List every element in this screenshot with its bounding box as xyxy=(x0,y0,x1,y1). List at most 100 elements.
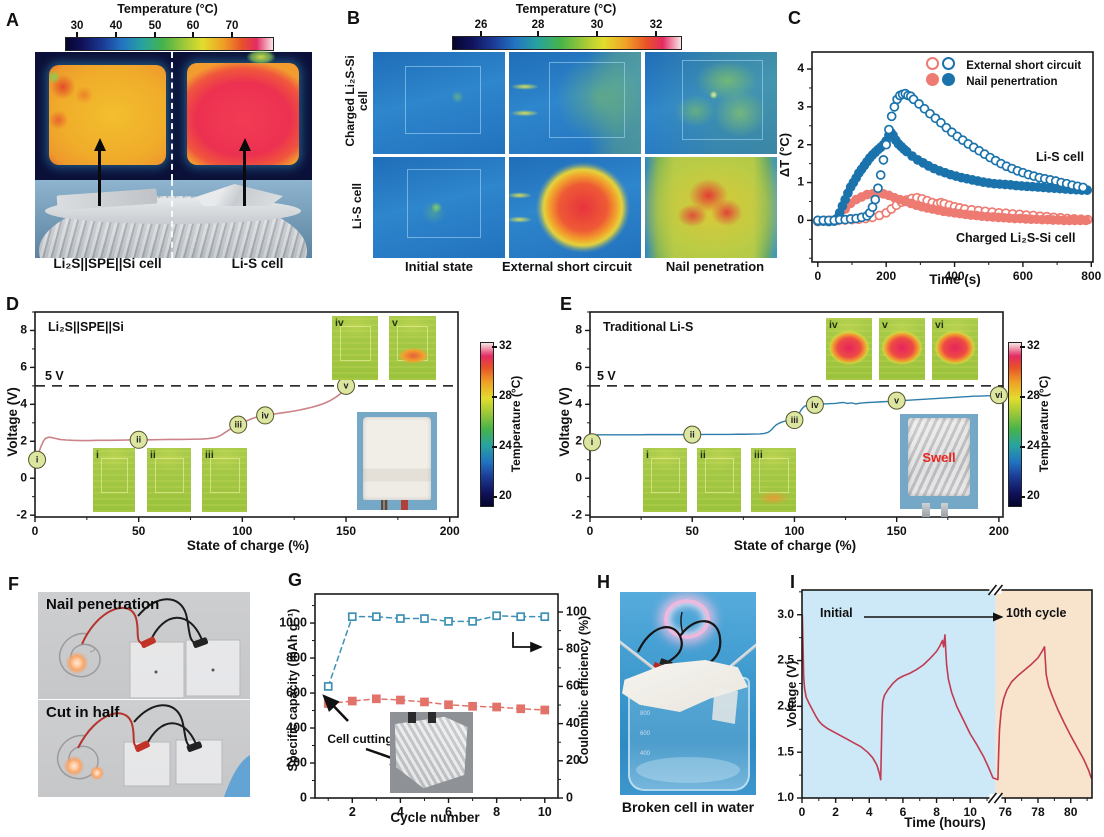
colorbar-a-title: Temperature (°C) xyxy=(117,2,218,16)
thermal-b-lis-nail xyxy=(645,157,777,258)
thermal-b-lis-initial xyxy=(373,157,505,258)
colorbar-b-tickmark xyxy=(537,31,539,36)
svg-text:4: 4 xyxy=(866,805,873,819)
d-xlabel: State of charge (%) xyxy=(186,538,310,553)
c-legend-row-2: Nail penertration xyxy=(926,73,1058,88)
panel-c-label: C xyxy=(788,8,801,28)
colorbar-b-tickmark xyxy=(655,31,657,36)
svg-text:2: 2 xyxy=(20,433,27,447)
svg-text:2.0: 2.0 xyxy=(777,699,794,713)
svg-text:3.0: 3.0 xyxy=(777,607,794,621)
svg-text:400: 400 xyxy=(286,720,307,734)
svg-text:0: 0 xyxy=(32,524,39,538)
caption-lis-cell: Li-S cell xyxy=(231,256,284,271)
thermal-cell-li2s xyxy=(49,65,166,165)
d-pouch-photo xyxy=(357,412,437,510)
c-xlabel: Time (s) xyxy=(929,272,981,287)
e-inset-thermal-iii: iii xyxy=(751,448,796,512)
svg-text:0: 0 xyxy=(799,805,806,819)
svg-text:vi: vi xyxy=(995,390,1003,400)
colorbar-e-gradient xyxy=(1008,342,1022,507)
panel-a-label: A xyxy=(6,10,19,30)
thermal-b-charged-shortcircuit xyxy=(509,52,641,154)
colorbar-a-tick: 30 xyxy=(70,20,84,32)
svg-text:0: 0 xyxy=(814,269,821,283)
h-caption: Broken cell in water xyxy=(621,799,755,815)
pouch-cell-right xyxy=(195,184,283,206)
g-annotation-cell-cutting: Cell cutting xyxy=(327,732,393,746)
legend-open-circle-red-icon xyxy=(926,57,939,70)
d-inset-thermal-v: v xyxy=(389,316,436,380)
f-caption-bottom: Cut in half xyxy=(46,704,120,721)
svg-text:50: 50 xyxy=(686,524,700,538)
colorbar-d-gradient xyxy=(480,342,494,507)
colorbar-b-gradient xyxy=(452,36,682,50)
i-ylabel: Voltage (V) xyxy=(783,660,799,728)
row-label-lis: Li-S cell xyxy=(350,183,364,230)
colorbar-e-tick: 28 xyxy=(1027,390,1040,402)
c-ylabel: ΔT (°C) xyxy=(776,132,792,178)
glowing-led-icon xyxy=(64,756,84,776)
svg-text:150: 150 xyxy=(887,524,907,538)
wires-and-cells-icon xyxy=(58,598,241,699)
panel-i-chart: 0 2 4 6 8 10 76 78 80 1.0 1.5 2.0 2.5 3.0 xyxy=(777,584,1093,819)
d-inset-thermal-i: i xyxy=(93,448,135,512)
colorbar-a-tick: 40 xyxy=(109,20,123,32)
svg-text:1: 1 xyxy=(797,175,804,189)
colorbar-e-tick: 24 xyxy=(1027,440,1040,452)
svg-text:76: 76 xyxy=(999,805,1013,819)
c-legend-row-1: External short circuit xyxy=(926,57,1081,72)
svg-text:8: 8 xyxy=(933,805,940,819)
svg-text:iv: iv xyxy=(811,400,819,410)
e-title: Traditional Li-S xyxy=(603,320,694,334)
colorbar-b-tick: 32 xyxy=(649,19,663,31)
svg-text:0: 0 xyxy=(575,470,582,484)
svg-text:80: 80 xyxy=(1064,805,1078,819)
h-photo-broken-cell: 800 600 400 xyxy=(620,592,756,795)
colorbar-b-tick: 30 xyxy=(590,19,604,31)
svg-text:iii: iii xyxy=(234,420,242,430)
svg-text:100: 100 xyxy=(566,604,587,618)
svg-text:ii: ii xyxy=(690,430,695,440)
svg-text:0: 0 xyxy=(20,470,27,484)
d-title: Li₂S||SPE||Si xyxy=(48,320,124,334)
g-xlabel: Cycle number xyxy=(390,810,480,825)
panel-b-label: B xyxy=(347,8,360,28)
svg-text:200: 200 xyxy=(286,755,307,769)
svg-text:20: 20 xyxy=(566,753,580,767)
svg-text:0: 0 xyxy=(300,790,307,804)
e-inset-thermal-iv: iv xyxy=(826,318,872,380)
d-5v-label: 5 V xyxy=(45,369,64,383)
svg-text:80: 80 xyxy=(566,642,580,656)
svg-text:6: 6 xyxy=(445,805,452,819)
legend-open-circle-blue-icon xyxy=(942,57,955,70)
panel-h-label: H xyxy=(597,572,610,592)
panel-g-label: G xyxy=(288,570,303,590)
g-ylabel-left: Specific capacity (mAh g⁻¹) xyxy=(285,608,300,772)
g-ylabel-right: Coulombic efficiency (%) xyxy=(577,615,591,765)
c-annotation-lis: Li-S cell xyxy=(1036,150,1084,164)
panel-c-chart: 0 200 400 600 800 0 1 2 3 4 xyxy=(797,51,1102,283)
glowing-led-icon xyxy=(66,652,88,674)
svg-text:200: 200 xyxy=(440,524,460,538)
svg-text:10: 10 xyxy=(964,805,978,819)
svg-text:50: 50 xyxy=(132,524,146,538)
panel-i-label: I xyxy=(790,572,796,592)
row-label-charged-li2s-si: Charged Li₂S-Si cell xyxy=(342,55,370,147)
i-xlabel: Time (hours) xyxy=(904,815,986,830)
caption-li2s-cell: Li₂S||SPE||Si cell xyxy=(53,256,162,271)
thermal-b-lis-shortcircuit xyxy=(509,157,641,258)
wires-and-cells-icon xyxy=(56,704,250,797)
broken-cell-piece xyxy=(712,688,738,724)
svg-text:2: 2 xyxy=(349,805,356,819)
svg-text:400: 400 xyxy=(945,269,965,283)
col-label-initial-state: Initial state xyxy=(405,259,473,274)
colorbar-a-tickmark xyxy=(154,32,156,37)
svg-text:800: 800 xyxy=(1081,269,1101,283)
thermal-b-charged-nail xyxy=(645,52,777,154)
colorbar-b-title: Temperature (°C) xyxy=(515,2,617,16)
colorbar-b-tick: 28 xyxy=(531,19,545,31)
svg-text:4: 4 xyxy=(20,397,27,411)
